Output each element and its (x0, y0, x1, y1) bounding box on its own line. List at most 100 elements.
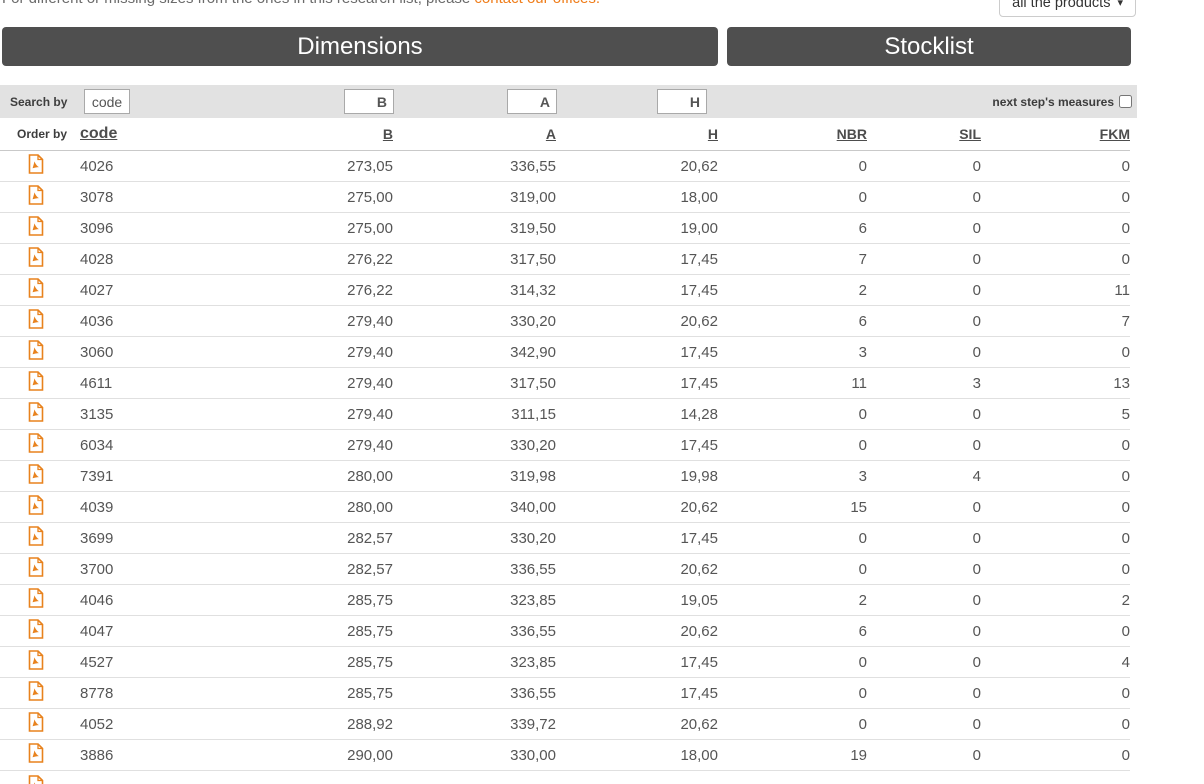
table-row: 3700 282,57 336,55 20,62 0 0 0 (0, 554, 1130, 585)
table-row: 7391 280,00 319,98 19,98 3 4 0 (0, 461, 1130, 492)
cell-pdf (0, 247, 60, 271)
pdf-link[interactable] (28, 464, 44, 484)
pdf-link[interactable] (28, 712, 44, 732)
sort-header-h[interactable]: H (707, 126, 718, 142)
pdf-link[interactable] (28, 557, 44, 577)
cell-b: 276,22 (347, 250, 393, 268)
cell-b: 282,57 (347, 560, 393, 578)
cell-sil: 0 (972, 653, 981, 671)
cell-h: 19,05 (680, 591, 718, 609)
cell-sil: 0 (972, 436, 981, 454)
cell-pdf (0, 743, 60, 767)
pdf-link[interactable] (28, 495, 44, 515)
cell-sil: 0 (972, 529, 981, 547)
cell-a: 336,55 (510, 684, 556, 702)
sort-header-nbr[interactable]: NBR (836, 126, 867, 142)
cell-code: 4527 (80, 653, 114, 671)
next-step-measures-checkbox[interactable] (1119, 95, 1132, 108)
pdf-link[interactable] (28, 775, 44, 784)
cell-pdf (0, 185, 60, 209)
section-bars: Dimensions Stocklist (2, 27, 1131, 66)
cell-nbr: 2 (858, 591, 867, 609)
pdf-link[interactable] (28, 619, 44, 639)
search-by-label: Search by (10, 94, 68, 109)
pdf-link[interactable] (28, 216, 44, 236)
table-row: 8778 285,75 336,55 17,45 0 0 0 (0, 678, 1130, 709)
table-row: 4028 276,22 317,50 17,45 7 0 0 (0, 244, 1130, 275)
cell-code: 7391 (80, 467, 114, 485)
sort-header-sil[interactable]: SIL (959, 126, 981, 142)
file-pdf-icon (28, 743, 44, 763)
file-pdf-icon (28, 247, 44, 267)
products-dropdown-button[interactable]: all the products ▾ (999, 0, 1136, 17)
table-row: 4611 279,40 317,50 17,45 11 3 13 (0, 368, 1130, 399)
pdf-link[interactable] (28, 340, 44, 360)
sort-header-code[interactable]: code (80, 125, 118, 142)
pdf-link[interactable] (28, 185, 44, 205)
cell-sil: 0 (972, 684, 981, 702)
table-row: 4047 285,75 336,55 20,62 6 0 0 (0, 616, 1130, 647)
cell-sil: 0 (972, 188, 981, 206)
pdf-link[interactable] (28, 247, 44, 267)
cell-pdf (0, 495, 60, 519)
cell-pdf (0, 464, 60, 488)
file-pdf-icon (28, 464, 44, 484)
cell-code: 3096 (80, 219, 114, 237)
cell-code: 4039 (80, 498, 114, 516)
cell-a: 336,55 (510, 157, 556, 175)
pdf-link[interactable] (28, 309, 44, 329)
pdf-link[interactable] (28, 588, 44, 608)
cell-a: 317,50 (510, 250, 556, 268)
pdf-link[interactable] (28, 278, 44, 298)
cell-b: 275,00 (347, 219, 393, 237)
cell-nbr: 0 (858, 684, 867, 702)
cell-a: 336,55 (510, 560, 556, 578)
b-search-input[interactable] (344, 89, 394, 114)
cell-sil: 0 (972, 343, 981, 361)
order-by-row: Order by code B A H NBR SIL FKM (0, 118, 1130, 151)
a-search-input[interactable] (507, 89, 557, 114)
pdf-link[interactable] (28, 402, 44, 422)
pdf-link[interactable] (28, 154, 44, 174)
contact-offices-link[interactable]: contact our offices. (474, 0, 600, 7)
file-pdf-icon (28, 681, 44, 701)
cell-code: 3060 (80, 343, 114, 361)
cell-a: 319,00 (510, 188, 556, 206)
pdf-link[interactable] (28, 526, 44, 546)
cell-b: 279,40 (347, 343, 393, 361)
file-pdf-icon (28, 557, 44, 577)
cell-b: 285,75 (347, 653, 393, 671)
notice-text: For different or missing sizes from the … (2, 0, 474, 7)
cell-h: 19,00 (680, 219, 718, 237)
cell-a: 330,20 (510, 436, 556, 454)
cell-pdf (0, 712, 60, 736)
table-row: 3135 279,40 311,15 14,28 0 0 5 (0, 399, 1130, 430)
cell-b: 279,40 (347, 374, 393, 392)
h-search-input[interactable] (657, 89, 707, 114)
cell-nbr: 19 (850, 746, 867, 764)
sort-header-b[interactable]: B (382, 126, 393, 142)
pdf-link[interactable] (28, 743, 44, 763)
sort-header-fkm[interactable]: FKM (1099, 126, 1130, 142)
cell-h: 17,45 (680, 250, 718, 268)
cell-h: 18,00 (680, 188, 718, 206)
cell-code: 4046 (80, 591, 114, 609)
table-row: 4527 285,75 323,85 17,45 0 0 4 (0, 647, 1130, 678)
cell-nbr: 3 (858, 467, 867, 485)
pdf-link[interactable] (28, 681, 44, 701)
file-pdf-icon (28, 526, 44, 546)
cell-b: 279,40 (347, 405, 393, 423)
code-search-input[interactable] (84, 89, 130, 114)
pdf-link[interactable] (28, 371, 44, 391)
cell-b: 276,22 (347, 281, 393, 299)
file-pdf-icon (28, 433, 44, 453)
cell-a: 323,85 (510, 591, 556, 609)
cell-fkm: 0 (1121, 684, 1130, 702)
cell-nbr: 6 (858, 622, 867, 640)
file-pdf-icon (28, 712, 44, 732)
pdf-link[interactable] (28, 433, 44, 453)
cell-b: 282,57 (347, 529, 393, 547)
sort-header-a[interactable]: A (545, 126, 556, 142)
pdf-link[interactable] (28, 650, 44, 670)
